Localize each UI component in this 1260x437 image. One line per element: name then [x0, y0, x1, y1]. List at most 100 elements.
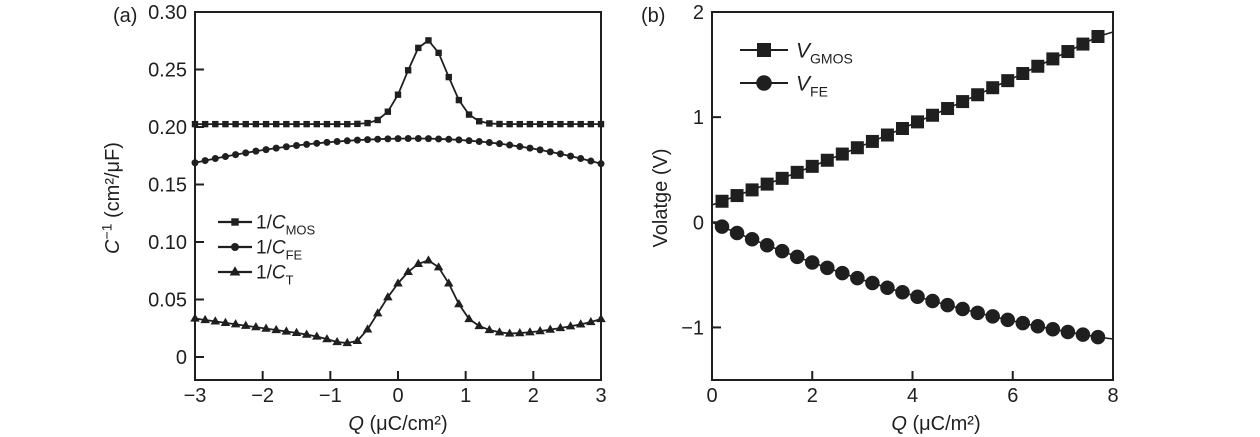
triangle-marker	[291, 327, 302, 336]
circle-marker	[1060, 324, 1076, 340]
circle-marker	[293, 142, 300, 150]
square-marker	[1046, 52, 1060, 66]
square-marker	[865, 134, 879, 148]
panel-b-x-tick-label: 8	[1107, 385, 1118, 407]
circle-marker	[714, 219, 730, 234]
panel-b-y-tick-label: 0	[693, 212, 704, 234]
square-marker	[273, 120, 280, 128]
panel-a-y-tick-labels: 0 0.05 0.10 0.15 0.20 0.25 0.30	[148, 2, 187, 369]
panel-b-x-tick-label: 4	[907, 385, 918, 407]
square-marker	[394, 91, 402, 98]
panel-b-legend: VGMOS VFE	[740, 39, 853, 100]
panel-a-x-tick-label: 3	[595, 385, 606, 407]
circle-marker	[242, 149, 250, 157]
square-marker	[577, 120, 584, 128]
panel-b-y-tick-labels: −1 0 1 2	[681, 2, 704, 339]
panel-b-x-axis-title: Q (μC/m²)	[891, 413, 980, 435]
triangle-marker	[342, 337, 353, 347]
circle-marker	[925, 293, 940, 309]
circle-marker	[587, 157, 595, 165]
triangle-marker	[494, 327, 505, 336]
triangle-marker	[525, 327, 535, 336]
square-marker	[476, 118, 483, 125]
panel-a-x-tick-label: 2	[528, 385, 539, 407]
circle-marker	[910, 289, 925, 304]
triangle-marker	[322, 334, 332, 343]
panel-a-x-tick-labels: −3 −2 −1 0 1 2 3	[184, 385, 607, 407]
panel-a-x-tick-label: −3	[184, 385, 207, 407]
triangle-marker	[220, 317, 231, 326]
circle-marker	[820, 260, 835, 276]
circle-marker	[577, 155, 585, 163]
legend-label-v-gmos: VGMOS	[796, 39, 853, 66]
square-marker	[805, 159, 819, 173]
triangle-marker	[433, 262, 444, 271]
triangle-marker	[352, 335, 363, 345]
circle-marker	[1045, 321, 1061, 337]
triangle-marker	[190, 313, 200, 322]
panel-b-chart: 0 2 4 6 8 −1 0 1 2 VGMOS VFE Q (μC/m²) Volatge (V)	[650, 2, 1119, 435]
circle-marker	[850, 270, 865, 286]
square-marker	[547, 120, 554, 128]
series-inv-c-mos-line	[194, 39, 602, 126]
circle-marker	[414, 135, 422, 142]
panel-a-x-tick-label: −2	[251, 385, 274, 407]
square-marker	[242, 120, 249, 128]
circle-marker	[201, 157, 209, 165]
square-marker	[1061, 45, 1075, 59]
circle-marker	[835, 265, 850, 281]
circle-marker	[729, 225, 745, 241]
circle-marker	[252, 147, 260, 155]
series-inv-c-t	[190, 255, 606, 347]
circle-marker	[546, 148, 554, 156]
square-marker	[333, 120, 341, 128]
square-marker	[1031, 59, 1045, 73]
circle-marker	[424, 135, 432, 143]
circle-marker	[496, 140, 503, 148]
panel-a-legend-entry-inv-c-mos: 1/CMOS	[218, 213, 316, 238]
circle-marker	[865, 275, 880, 291]
circle-marker	[759, 237, 775, 253]
circle-marker	[556, 150, 564, 158]
panel-b-legend-entry-v-gmos: VGMOS	[740, 39, 853, 67]
legend-label-inv-c-mos: 1/CMOS	[256, 213, 316, 238]
triangle-marker	[393, 278, 403, 287]
panel-b-legend-entry-v-fe: VFE	[740, 72, 828, 100]
square-marker	[557, 120, 564, 128]
triangle-marker	[261, 323, 271, 332]
square-marker	[231, 218, 239, 226]
triangle-marker	[312, 331, 322, 340]
square-marker	[191, 120, 199, 128]
square-marker	[941, 102, 955, 116]
circle-marker	[333, 137, 341, 145]
square-marker	[212, 120, 219, 128]
square-marker	[526, 120, 534, 128]
square-marker	[425, 37, 432, 44]
square-marker	[1091, 29, 1105, 43]
circle-marker	[475, 137, 483, 145]
panel-b-label: (b)	[641, 5, 666, 27]
panel-b-x-tick-label: 0	[706, 385, 717, 407]
circle-marker	[536, 146, 544, 154]
square-marker	[730, 189, 744, 203]
triangle-marker	[362, 324, 373, 333]
circle-marker	[526, 144, 534, 152]
triangle-marker	[281, 326, 292, 335]
square-marker	[374, 116, 381, 124]
circle-marker	[805, 255, 820, 270]
square-marker	[835, 147, 849, 161]
circle-marker	[774, 243, 790, 259]
triangle-marker	[271, 324, 281, 334]
triangle-marker	[200, 314, 210, 324]
panel-b-y-tick-label: −1	[681, 317, 704, 339]
panel-a-y-tick-label: 0.30	[148, 2, 187, 24]
square-marker	[956, 95, 970, 109]
square-marker	[303, 120, 310, 128]
triangle-marker	[403, 266, 413, 276]
triangle-marker	[515, 327, 525, 337]
circle-marker	[282, 143, 290, 151]
circle-marker	[435, 135, 443, 143]
circle-marker	[1030, 319, 1046, 334]
